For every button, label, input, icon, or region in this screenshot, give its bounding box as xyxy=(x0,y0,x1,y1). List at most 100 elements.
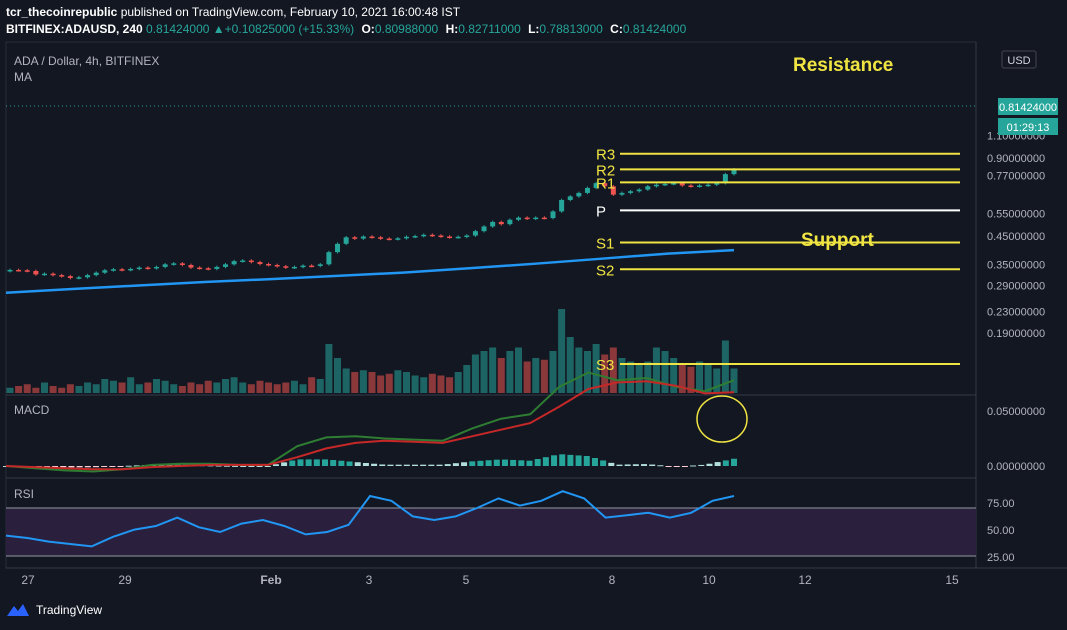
volume-bar xyxy=(161,380,169,393)
macd-histogram-bar xyxy=(60,466,67,468)
volume-bar xyxy=(428,373,436,393)
volume-bar xyxy=(66,384,74,393)
candle-body xyxy=(335,243,341,253)
macd-histogram-bar xyxy=(731,458,737,466)
macd-histogram-bar xyxy=(714,462,721,466)
time-tick-label: 29 xyxy=(118,573,132,587)
macd-histogram-bar xyxy=(526,460,533,466)
macd-histogram-bar xyxy=(681,466,688,467)
candles xyxy=(7,167,737,280)
candle-body xyxy=(326,252,332,265)
volume-bar xyxy=(420,377,428,393)
price-tick-label: 0.23000000 xyxy=(987,307,1045,319)
volume-bar xyxy=(506,351,514,393)
volume-bar xyxy=(221,379,229,393)
candle-body xyxy=(559,199,565,212)
candle-body xyxy=(429,234,435,237)
macd-histogram-bar xyxy=(632,464,639,466)
volume-bar xyxy=(437,375,445,393)
candle-body xyxy=(403,236,409,239)
volume-bar xyxy=(49,386,57,393)
candle-body xyxy=(222,264,228,267)
macd-histogram-bar xyxy=(305,459,312,466)
candle-body xyxy=(274,264,280,267)
macd-histogram-bar xyxy=(362,462,369,466)
candle-body xyxy=(50,273,56,276)
volume-bar xyxy=(523,361,531,393)
volume-bar xyxy=(540,359,548,393)
candle-body xyxy=(309,265,315,268)
candle-body xyxy=(619,192,625,195)
tradingview-footer[interactable]: TradingView xyxy=(6,602,102,618)
macd-histogram-bar xyxy=(330,460,337,466)
candle-body xyxy=(41,273,47,276)
candle-body xyxy=(317,264,323,266)
rsi-pane-title: RSI xyxy=(14,487,34,501)
volume-bar xyxy=(334,358,342,393)
time-tick-label: Feb xyxy=(260,573,281,587)
candle-body xyxy=(214,266,220,269)
macd-histogram-bar xyxy=(436,464,443,466)
time-tick-label: 8 xyxy=(609,573,616,587)
last-price-badge xyxy=(998,98,1058,115)
publisher-username[interactable]: tcr_thecoinrepublic xyxy=(6,5,118,19)
macd-histogram-bar xyxy=(583,455,590,466)
candle-body xyxy=(16,269,22,272)
candle-body xyxy=(516,217,522,220)
symbol-line: BITFINEX:ADAUSD, 240 0.81424000 ▲+0.1082… xyxy=(6,22,686,36)
macd-histogram-bar xyxy=(673,466,680,467)
volume-bar xyxy=(670,358,678,393)
currency-button-label[interactable]: USD xyxy=(1007,55,1030,67)
candle-body xyxy=(636,189,642,192)
macd-histogram-bar xyxy=(591,458,598,466)
candle-body xyxy=(688,185,694,188)
time-tick-label: 10 xyxy=(702,573,716,587)
volume-bar xyxy=(704,365,712,393)
volume-bar xyxy=(204,380,212,393)
candle-body xyxy=(93,272,99,276)
volume-bar xyxy=(247,384,255,393)
countdown-badge xyxy=(998,118,1058,135)
candle-body xyxy=(628,191,634,193)
chart-frame xyxy=(5,41,977,569)
candle-body xyxy=(179,263,185,265)
volume-bar xyxy=(75,386,83,393)
candle-body xyxy=(472,231,478,236)
volume-bar xyxy=(627,361,635,393)
close-value: 0.81424000 xyxy=(622,22,687,36)
volume-bar xyxy=(592,344,600,393)
macd-histogram-bar xyxy=(649,464,656,466)
open-label: O: xyxy=(361,22,375,36)
candle-body xyxy=(438,235,444,238)
macd-histogram-bar xyxy=(624,464,631,466)
macd-histogram-bar xyxy=(559,454,566,466)
macd-histogram-bar xyxy=(52,466,59,468)
volume-bar xyxy=(463,365,471,393)
candle-body xyxy=(567,196,573,200)
volume-bar xyxy=(411,375,419,393)
last-price: 0.81424000 xyxy=(146,22,210,36)
volume-bar xyxy=(351,372,359,393)
volume-bar xyxy=(118,382,126,393)
time-axis[interactable]: 27 29 Feb 3 5 8 10 12 15 xyxy=(21,573,959,587)
price-axis[interactable]: 1.100000000.900000000.770000000.55000000… xyxy=(987,130,1045,564)
volume-bar xyxy=(515,347,523,393)
macd-histogram-bar xyxy=(420,464,427,466)
currency-button[interactable] xyxy=(1001,50,1037,69)
countdown-badge-text: 01:29:13 xyxy=(1007,122,1050,134)
macd-histogram-bar xyxy=(215,465,222,467)
candle-body xyxy=(490,221,496,227)
candle-body xyxy=(498,221,504,225)
candle-body xyxy=(697,185,703,188)
macd-histogram-bar xyxy=(641,464,648,466)
macd-histogram-bar xyxy=(43,466,50,467)
candle-body xyxy=(369,236,375,239)
volume-bar xyxy=(394,370,402,393)
candle-body xyxy=(7,269,13,272)
macd-histogram-bar xyxy=(240,466,247,467)
macd-histogram-bar xyxy=(567,454,574,466)
candle-body xyxy=(128,268,134,271)
macd-histogram-bar xyxy=(469,461,476,466)
